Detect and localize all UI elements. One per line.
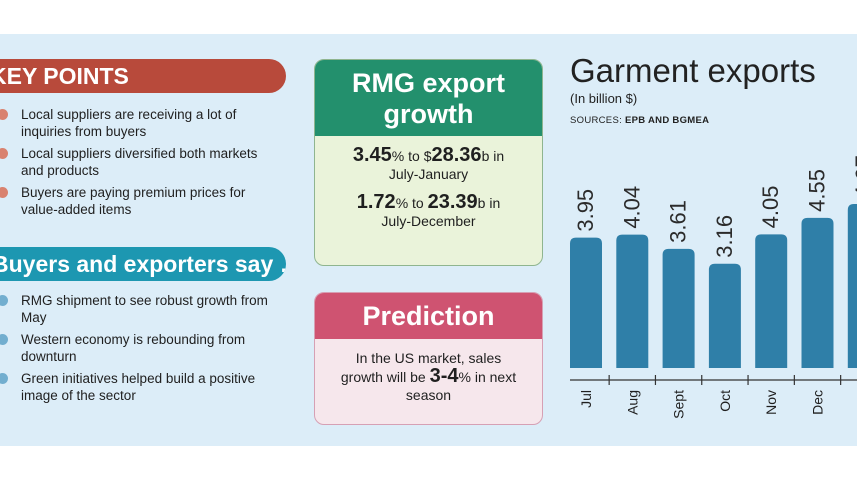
category-label: Sept bbox=[671, 390, 687, 419]
prediction-text-before: In the US market, sales growth will be bbox=[340, 350, 502, 385]
buyers-say-title: Buyers and exporters say … bbox=[0, 251, 286, 277]
growth-stat-jan: 3.45% to $28.36b in July-January bbox=[315, 144, 542, 183]
bullet-dot-icon bbox=[0, 148, 8, 159]
growth-stat-dec: 1.72% to 23.39b in July-December bbox=[315, 191, 542, 230]
bullet-dot-icon bbox=[0, 334, 8, 345]
growth-pct-unit: % to $ bbox=[391, 148, 432, 164]
buyers-say-header: Buyers and exporters say … bbox=[0, 247, 286, 281]
rmg-growth-body: 3.45% to $28.36b in July-January 1.72% t… bbox=[315, 144, 542, 230]
growth-pct: 1.72 bbox=[356, 191, 396, 213]
bar-aug bbox=[616, 234, 649, 368]
chart-unit: (In billion $) bbox=[570, 91, 638, 106]
growth-amount: 23.39 bbox=[427, 191, 478, 213]
chart-title: Garment exports bbox=[570, 52, 816, 89]
list-item: Green initiatives helped build a positiv… bbox=[0, 370, 281, 404]
value-label: 3.95 bbox=[573, 189, 598, 232]
category-label: Jan bbox=[856, 390, 857, 413]
sources-value: EPB AND BGMEA bbox=[624, 115, 710, 126]
key-point-text: Local suppliers are receiving a lot of i… bbox=[21, 107, 237, 139]
rmg-growth-card: RMG export growth 3.45% to $28.36b in Ju… bbox=[314, 59, 543, 266]
key-points-header: KEY POINTS bbox=[0, 59, 286, 93]
key-points-title: KEY POINTS bbox=[0, 63, 129, 89]
bar-dec bbox=[801, 217, 834, 368]
prediction-highlight: 3-4 bbox=[429, 365, 459, 387]
value-label: 3.61 bbox=[666, 200, 691, 243]
value-label: 3.16 bbox=[712, 215, 737, 258]
key-point-text: Local suppliers diversified both markets… bbox=[21, 146, 258, 178]
value-label: 4.04 bbox=[619, 186, 644, 229]
buyers-say-list: RMG shipment to see robust growth from M… bbox=[0, 292, 281, 409]
category-label: Oct bbox=[717, 390, 733, 412]
prediction-title: Prediction bbox=[315, 293, 542, 339]
value-label: 4.55 bbox=[805, 169, 830, 212]
bullet-dot-icon bbox=[0, 187, 8, 198]
category-label: Aug bbox=[624, 390, 640, 415]
prediction-body: In the US market, sales growth will be 3… bbox=[315, 339, 542, 404]
buyers-say-text: Western economy is rebounding from downt… bbox=[21, 332, 246, 364]
bar-nov bbox=[755, 234, 788, 368]
key-point-text: Buyers are paying premium prices for val… bbox=[21, 185, 246, 217]
growth-period: July-December bbox=[381, 213, 476, 229]
rmg-growth-title-line2: growth bbox=[383, 99, 474, 129]
bar-jul bbox=[570, 237, 602, 368]
category-label: Dec bbox=[810, 390, 826, 415]
growth-period: July-January bbox=[388, 166, 469, 182]
key-points-list: Local suppliers are receiving a lot of i… bbox=[0, 106, 281, 223]
value-label: 4.97 bbox=[851, 155, 857, 198]
growth-amount-unit: b in bbox=[481, 148, 505, 164]
bar-jan bbox=[847, 203, 857, 368]
list-item: Local suppliers are receiving a lot of i… bbox=[0, 106, 281, 140]
prediction-text-after: % in next season bbox=[405, 369, 517, 403]
buyers-say-text: Green initiatives helped build a positiv… bbox=[21, 371, 256, 403]
list-item: Buyers are paying premium prices for val… bbox=[0, 184, 281, 218]
category-label: Nov bbox=[763, 390, 779, 415]
list-item: RMG shipment to see robust growth from M… bbox=[0, 292, 281, 326]
prediction-card: Prediction In the US market, sales growt… bbox=[314, 292, 543, 425]
buyers-say-text: RMG shipment to see robust growth from M… bbox=[21, 293, 268, 325]
growth-pct-unit: % to bbox=[395, 195, 428, 211]
garment-exports-chart: 3.95 Jul 4.04 Aug 3.61 Sept 3.16 Oct 4.05 Nov 4.55… bbox=[570, 155, 857, 419]
bullet-dot-icon bbox=[0, 109, 8, 120]
bar-oct bbox=[708, 263, 741, 368]
list-item: Local suppliers diversified both markets… bbox=[0, 145, 281, 179]
bar-sept bbox=[662, 248, 695, 368]
rmg-growth-title-line1: RMG export bbox=[351, 68, 505, 98]
chart-sources: SOURCES: EPB AND BGMEA bbox=[570, 115, 709, 126]
list-item: Western economy is rebounding from downt… bbox=[0, 331, 281, 365]
category-label: Jul bbox=[578, 390, 594, 408]
growth-amount: 28.36 bbox=[431, 144, 482, 166]
growth-amount-unit: b in bbox=[477, 195, 501, 211]
growth-pct: 3.45 bbox=[352, 144, 392, 166]
sources-label: SOURCES: bbox=[570, 115, 623, 126]
bullet-dot-icon bbox=[0, 373, 8, 384]
infographic-panel: KEY POINTS Local suppliers are receiving… bbox=[0, 34, 857, 446]
rmg-growth-title: RMG export growth bbox=[315, 60, 542, 136]
bullet-dot-icon bbox=[0, 295, 8, 306]
value-label: 4.05 bbox=[758, 186, 783, 229]
